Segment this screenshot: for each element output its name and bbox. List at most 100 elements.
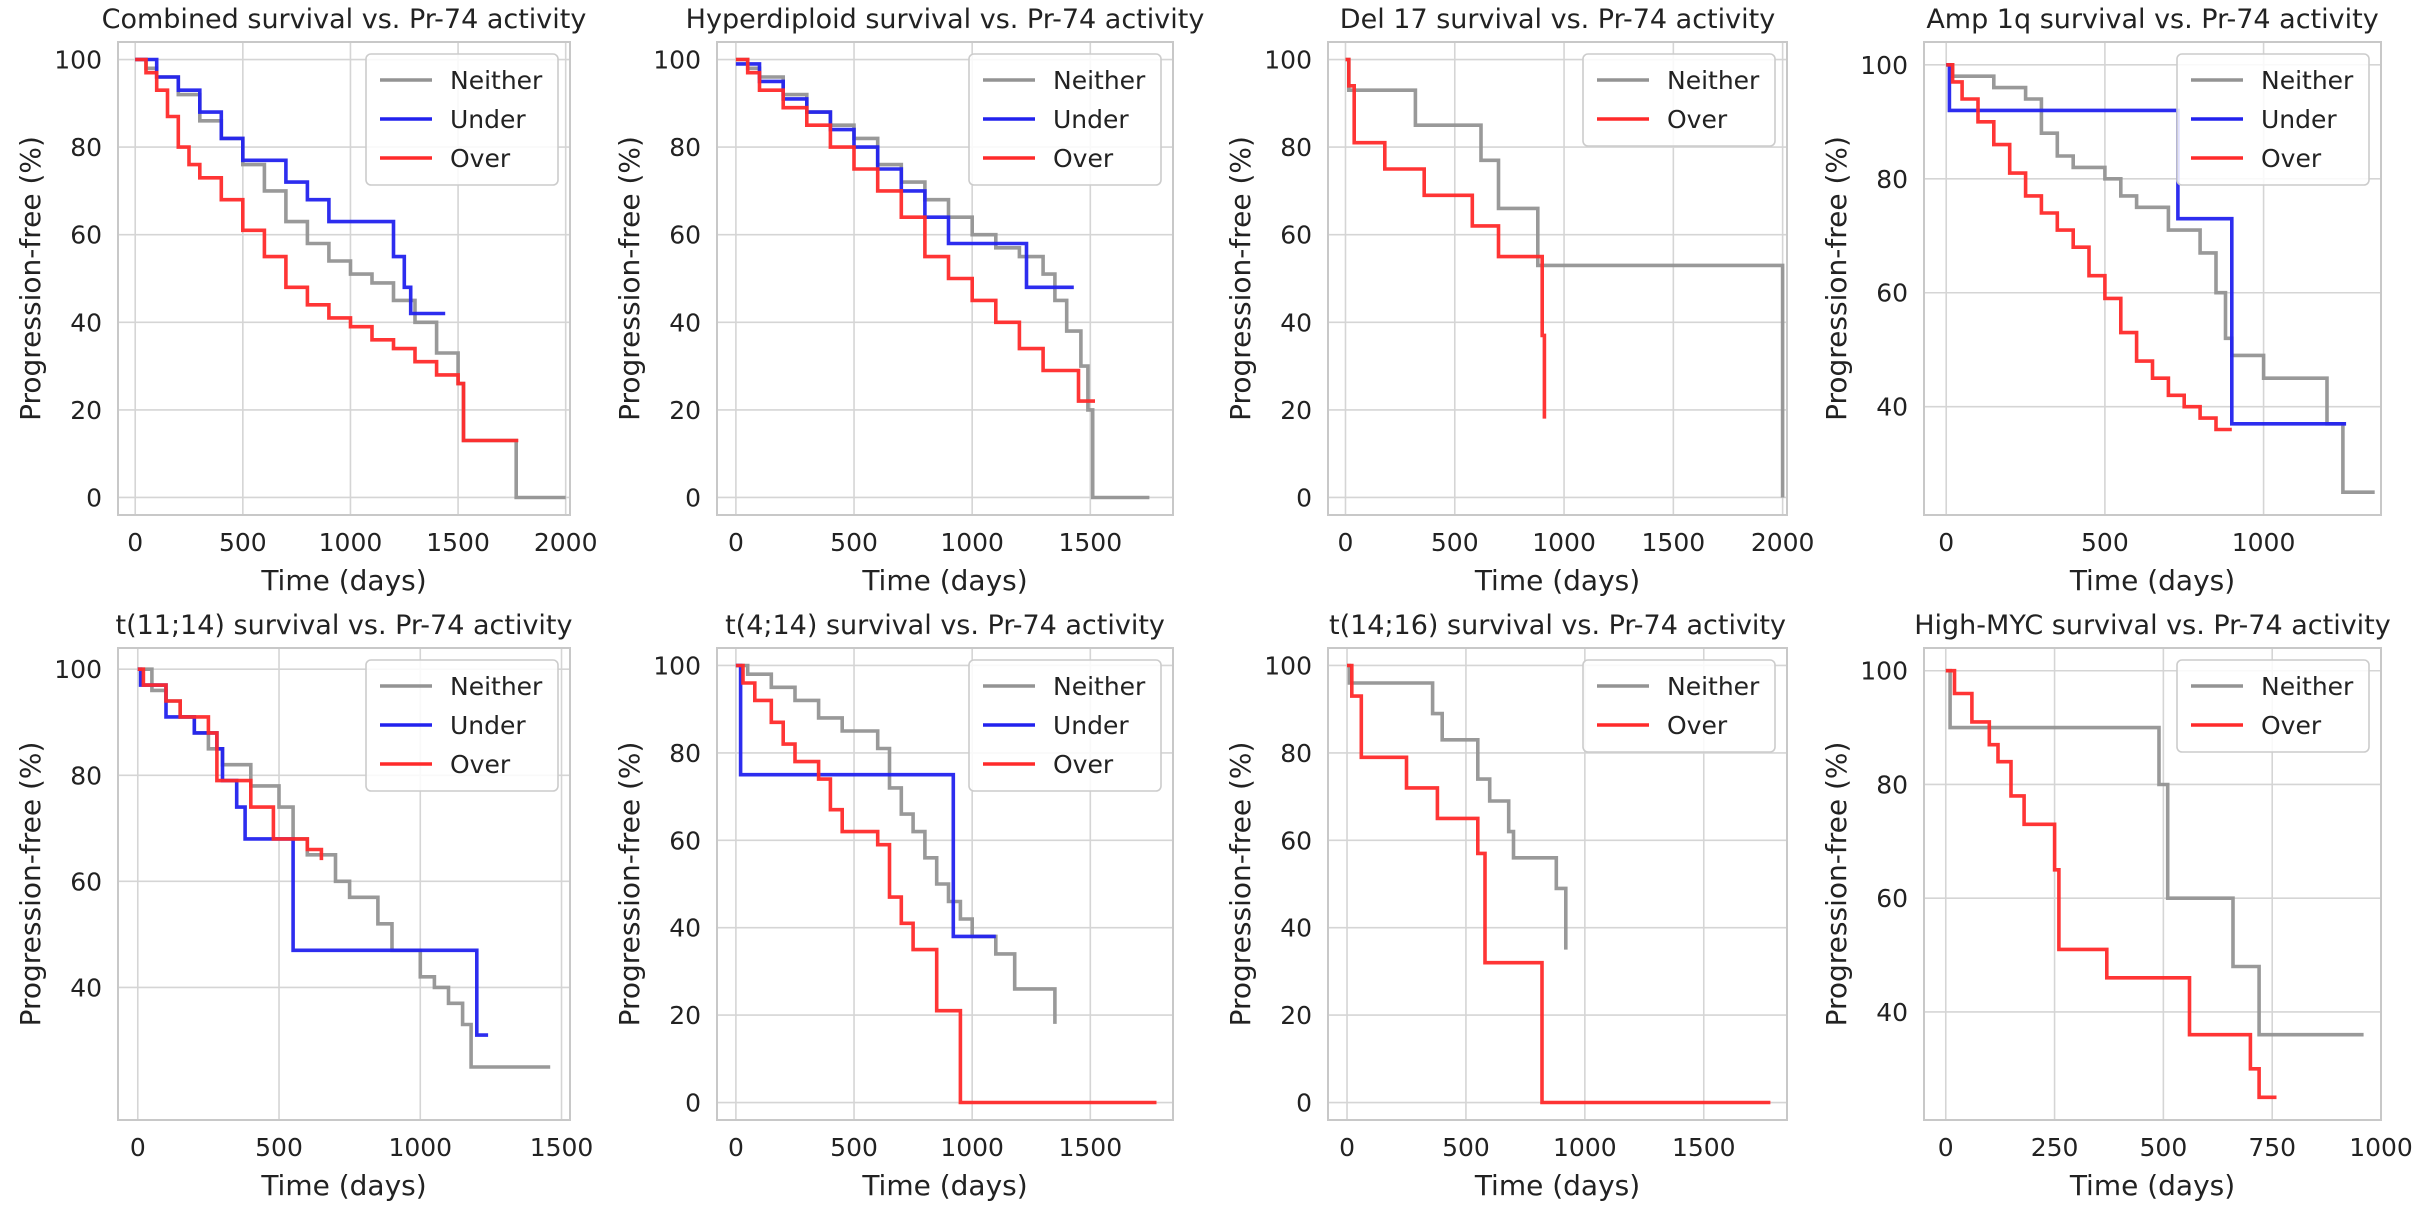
series-line-over <box>735 663 1157 1105</box>
chart-title: Combined survival vs. Pr-74 activity <box>102 4 587 35</box>
y-tick-label: 60 <box>1876 884 1908 913</box>
series-line-over <box>135 57 519 443</box>
x-tick-label: 750 <box>2248 1133 2296 1162</box>
x-tick-label: 0 <box>1339 1133 1355 1162</box>
y-axis-label: Progression-free (%) <box>1224 742 1257 1027</box>
y-tick-label: 40 <box>669 914 701 943</box>
series-line-over <box>1345 57 1547 419</box>
y-tick-label: 80 <box>669 133 701 162</box>
plot-frame <box>716 647 1174 1121</box>
y-tick-label: 20 <box>1280 396 1312 425</box>
y-tick-label: 60 <box>1280 826 1312 855</box>
y-tick-label: 40 <box>70 973 102 1002</box>
y-tick-label: 100 <box>1264 651 1312 680</box>
legend: Neither Under Over <box>968 659 1162 792</box>
legend: Neither Over <box>1582 53 1776 147</box>
x-axis-label: Time (days) <box>260 1169 426 1202</box>
y-axis-label: Progression-free (%) <box>14 742 47 1027</box>
x-tick-label: 0 <box>1938 528 1954 557</box>
legend-label-over: Over <box>450 750 511 779</box>
x-tick-label: 0 <box>1338 528 1354 557</box>
x-axis-label: Time (days) <box>861 564 1027 597</box>
series-line-over <box>1946 63 2232 432</box>
x-tick-label: 500 <box>255 1133 303 1162</box>
series-line-neither <box>1347 663 1568 950</box>
x-tick-label: 500 <box>1442 1133 1490 1162</box>
x-axis-label: Time (days) <box>260 564 426 597</box>
x-tick-label: 500 <box>830 1133 878 1162</box>
legend: Neither Under Over <box>365 659 559 792</box>
y-tick-label: 100 <box>54 46 102 75</box>
x-axis-label: Time (days) <box>2069 564 2235 597</box>
x-tick-label: 0 <box>127 528 143 557</box>
y-tick-label: 60 <box>1280 221 1312 250</box>
x-tick-label: 1500 <box>1642 528 1706 557</box>
x-tick-label: 1000 <box>319 528 383 557</box>
legend-label-neither: Neither <box>1667 66 1760 95</box>
y-axis-label: Progression-free (%) <box>1224 136 1257 421</box>
legend-label-over: Over <box>450 144 511 173</box>
x-tick-label: 1500 <box>530 1133 594 1162</box>
legend-label-under: Under <box>2261 105 2337 134</box>
x-axis-label: Time (days) <box>861 1169 1027 1202</box>
x-axis-label: Time (days) <box>1474 564 1640 597</box>
plot-frame <box>117 41 571 516</box>
y-tick-label: 100 <box>1860 51 1908 80</box>
y-tick-label: 100 <box>653 46 701 75</box>
y-tick-label: 80 <box>1876 165 1908 194</box>
series-line-neither <box>1945 668 2364 1037</box>
plot-frame <box>1327 41 1788 516</box>
y-tick-label: 60 <box>1876 279 1908 308</box>
y-tick-label: 60 <box>669 221 701 250</box>
x-tick-label: 1000 <box>388 1133 452 1162</box>
series-line-over <box>137 667 324 861</box>
series-line-over <box>1945 668 2277 1100</box>
y-tick-label: 20 <box>70 396 102 425</box>
legend-label-under: Under <box>1053 105 1129 134</box>
y-axis-label: Progression-free (%) <box>613 742 646 1027</box>
series-line-neither <box>735 57 1150 500</box>
y-tick-label: 80 <box>70 133 102 162</box>
x-tick-label: 1000 <box>2232 528 2296 557</box>
y-axis-label: Progression-free (%) <box>1820 742 1853 1027</box>
series-line-neither <box>1946 63 2375 494</box>
legend-label-over: Over <box>1053 144 1114 173</box>
x-tick-label: 500 <box>1431 528 1479 557</box>
y-tick-label: 80 <box>1280 133 1312 162</box>
y-tick-label: 40 <box>70 308 102 337</box>
y-tick-label: 60 <box>70 867 102 896</box>
legend: Neither Over <box>2176 659 2370 753</box>
legend-label-neither: Neither <box>450 66 543 95</box>
legend-label-over: Over <box>1667 105 1728 134</box>
x-tick-label: 1000 <box>940 528 1004 557</box>
y-tick-label: 20 <box>669 396 701 425</box>
x-tick-label: 1500 <box>1058 1133 1122 1162</box>
x-tick-label: 500 <box>2140 1133 2188 1162</box>
y-tick-label: 80 <box>1876 770 1908 799</box>
x-tick-label: 0 <box>728 528 744 557</box>
y-tick-label: 80 <box>1280 739 1312 768</box>
legend-label-over: Over <box>1667 711 1728 740</box>
x-tick-label: 0 <box>728 1133 744 1162</box>
y-tick-label: 100 <box>54 655 102 684</box>
x-tick-label: 0 <box>130 1133 146 1162</box>
y-tick-label: 60 <box>669 826 701 855</box>
legend-box <box>365 53 559 186</box>
x-tick-label: 500 <box>219 528 267 557</box>
legend: Neither Under Over <box>2176 53 2370 186</box>
y-tick-label: 0 <box>86 483 102 512</box>
y-tick-label: 20 <box>1280 1001 1312 1030</box>
legend-label-neither: Neither <box>2261 66 2354 95</box>
chart-title: High-MYC survival vs. Pr-74 activity <box>1914 610 2391 641</box>
legend: Neither Under Over <box>968 53 1162 186</box>
legend: Neither Under Over <box>365 53 559 186</box>
x-tick-label: 2000 <box>1751 528 1815 557</box>
series-line-over <box>1347 663 1771 1105</box>
legend-label-neither: Neither <box>450 672 543 701</box>
plot-frame <box>117 647 571 1121</box>
plot-frame <box>716 41 1174 516</box>
